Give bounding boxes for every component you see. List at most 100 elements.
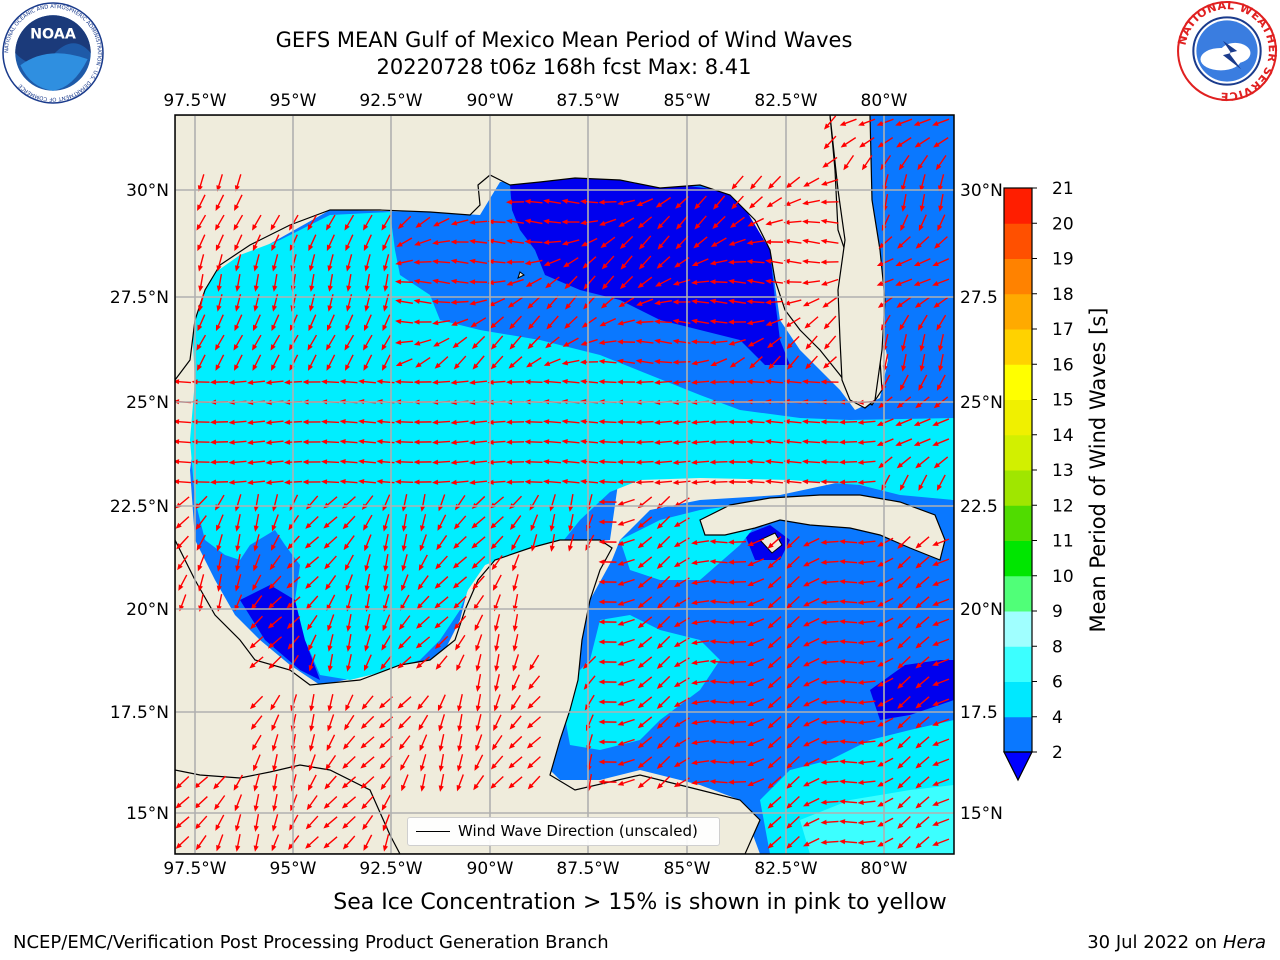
wave-direction-arrow <box>877 697 894 707</box>
wave-direction-arrow <box>397 656 412 669</box>
wave-direction-arrow <box>765 258 784 264</box>
wave-direction-arrow <box>709 619 728 625</box>
colorbar-segment <box>1004 329 1032 365</box>
wave-direction-arrow <box>656 256 671 269</box>
wave-direction-arrow <box>381 794 391 811</box>
wave-direction-arrow <box>919 354 926 372</box>
wave-direction-arrow <box>637 716 653 729</box>
wave-direction-arrow <box>323 516 338 529</box>
wave-direction-arrow <box>617 379 636 385</box>
lat-tick-label: 15°N <box>126 804 169 824</box>
wave-direction-arrow <box>728 278 747 284</box>
wave-direction-arrow <box>803 577 820 587</box>
wave-direction-arrow <box>728 238 746 246</box>
wave-direction-arrow <box>857 699 876 705</box>
wave-direction-arrow <box>432 439 451 445</box>
wave-direction-arrow <box>413 259 432 265</box>
wave-direction-arrow <box>709 539 728 545</box>
wave-direction-arrow <box>252 234 261 252</box>
wave-direction-arrow <box>857 719 876 725</box>
wave-direction-arrow <box>786 596 800 609</box>
wave-direction-arrow <box>932 798 950 806</box>
wave-direction-arrow <box>228 379 247 385</box>
wave-direction-arrow <box>270 214 281 231</box>
wave-direction-arrow <box>637 276 653 289</box>
wave-direction-arrow <box>383 534 389 552</box>
wave-direction-arrow <box>456 654 465 672</box>
colorbar-segment <box>1004 575 1032 612</box>
wave-direction-arrow <box>527 335 541 350</box>
wave-direction-arrow <box>656 615 671 630</box>
wave-direction-arrow <box>196 214 207 231</box>
wave-direction-arrow <box>376 419 395 425</box>
wave-direction-arrow <box>247 439 266 445</box>
wave-direction-arrow <box>691 258 709 266</box>
wave-direction-arrow <box>491 555 503 571</box>
wave-direction-arrow <box>271 834 280 852</box>
wave-direction-arrow <box>709 739 728 745</box>
wave-direction-arrow <box>363 354 373 371</box>
wave-direction-arrow <box>432 379 451 385</box>
wave-direction-arrow <box>932 278 950 286</box>
wave-direction-arrow <box>580 479 599 485</box>
wave-direction-arrow <box>360 756 375 769</box>
wave-direction-arrow <box>635 459 654 465</box>
wave-direction-arrow <box>691 679 710 686</box>
wave-direction-arrow <box>475 714 482 732</box>
wave-direction-arrow <box>512 574 519 592</box>
wave-direction-arrow <box>327 694 334 712</box>
wave-direction-arrow <box>804 316 819 329</box>
colorbar: 2 4 6 8 9 10 11 12 13 14 15 16 17 18 19 20 21 <box>1003 179 1074 782</box>
wave-direction-arrow <box>325 575 337 591</box>
wave-direction-arrow <box>326 234 335 252</box>
lon-tick-label: 97.5°W <box>163 91 226 111</box>
wave-direction-arrow <box>877 677 894 687</box>
wave-direction-arrow <box>897 695 911 709</box>
wave-direction-arrow <box>506 419 525 425</box>
wave-direction-arrow <box>395 358 413 366</box>
wave-direction-arrow <box>914 296 930 308</box>
wave-direction-arrow <box>858 118 876 126</box>
wave-direction-arrow <box>617 358 636 365</box>
wave-direction-arrow <box>839 419 858 425</box>
chart-title: GEFS MEAN Gulf of Mexico Mean Period of … <box>275 28 853 52</box>
wave-direction-arrow <box>216 834 224 852</box>
wave-direction-arrow <box>508 356 523 369</box>
wave-direction-arrow <box>383 553 389 572</box>
wave-direction-arrow <box>839 839 858 845</box>
wave-direction-arrow <box>494 674 500 692</box>
wave-direction-arrow <box>802 238 821 245</box>
wave-direction-arrow <box>896 296 912 308</box>
wave-direction-arrow <box>415 216 431 228</box>
wave-direction-arrow <box>450 459 469 465</box>
wave-direction-arrow <box>900 214 909 232</box>
wave-direction-arrow <box>270 354 280 371</box>
wave-direction-arrow <box>267 616 283 629</box>
colorbar-segment <box>1004 505 1032 541</box>
lat-tick-label: 17.5 <box>960 703 998 723</box>
colorbar-tick-label: 20 <box>1052 214 1074 234</box>
wave-direction-arrow <box>304 536 320 549</box>
wave-direction-arrow <box>398 715 412 730</box>
wave-direction-arrow <box>491 734 503 751</box>
wave-direction-arrow <box>691 539 710 546</box>
wave-direction-arrow <box>691 699 710 706</box>
wave-direction-arrow <box>786 776 800 789</box>
wave-direction-arrow <box>434 576 449 589</box>
wave-direction-arrow <box>543 419 562 425</box>
wave-direction-arrow <box>895 278 913 286</box>
wave-direction-arrow <box>728 459 747 465</box>
wave-direction-arrow <box>915 656 930 669</box>
wave-direction-arrow <box>306 795 318 811</box>
colorbar-tick-label: 13 <box>1052 461 1074 481</box>
lon-ticks-top: 97.5°W 95°W 92.5°W 90°W 87.5°W 85°W 82.5°W 80°W <box>163 91 907 111</box>
wave-direction-arrow <box>581 316 597 328</box>
wave-direction-arrow <box>768 175 782 190</box>
wave-direction-arrow <box>619 235 634 249</box>
wave-direction-arrow <box>272 794 278 812</box>
wave-direction-arrow <box>897 815 911 829</box>
wave-direction-arrow <box>326 334 336 351</box>
wave-direction-arrow <box>450 479 469 485</box>
wave-direction-arrow <box>691 279 710 285</box>
wave-direction-arrow <box>416 616 430 629</box>
